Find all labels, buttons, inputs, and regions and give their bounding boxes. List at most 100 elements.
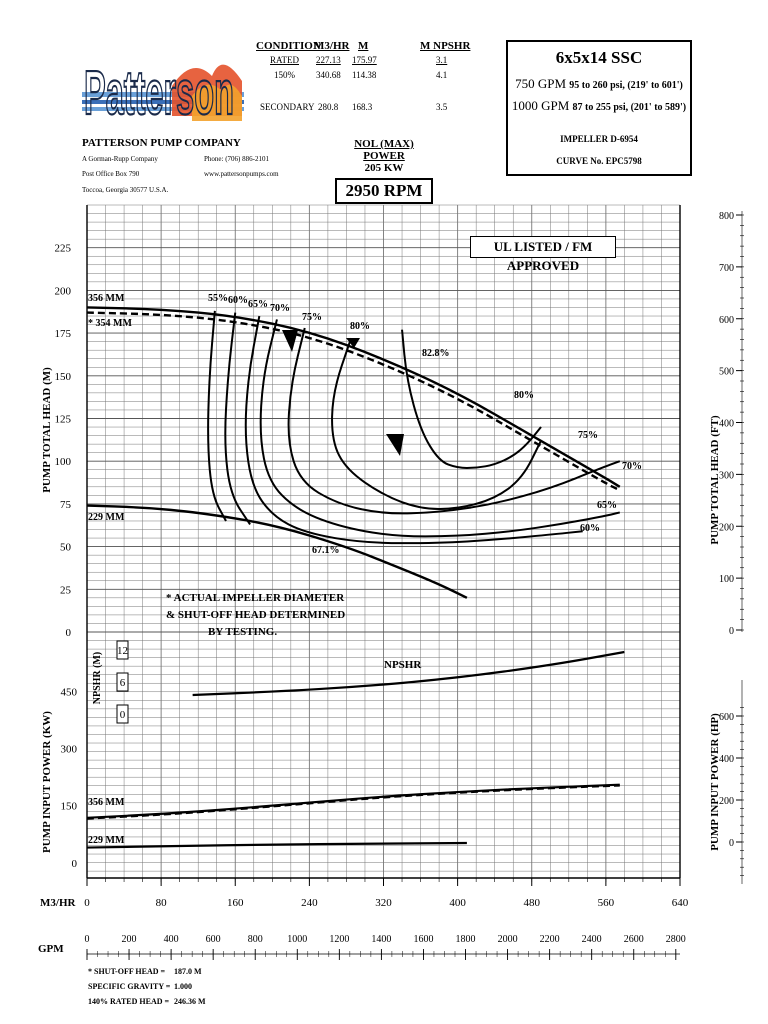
x-tick-label: 80 xyxy=(156,897,168,909)
efficiency-label: 55% xyxy=(208,293,228,304)
efficiency-label: 80% xyxy=(350,321,370,332)
x-tick-label: 480 xyxy=(524,897,541,909)
table-cell: 150% xyxy=(274,70,295,80)
gpm-tick-label: 200 xyxy=(122,934,137,945)
table-cell: 227.13 xyxy=(316,55,341,65)
x-axis-label: M3/HR xyxy=(40,897,76,909)
gpm-tick-label: 2000 xyxy=(498,934,518,945)
y-right-axis-label: PUMP TOTAL HEAD (FT) xyxy=(709,415,721,545)
npshr-tick-box xyxy=(116,640,129,660)
patterson-logo: Patterson xyxy=(82,36,244,132)
npshr-tick-label: 6 xyxy=(120,677,126,689)
y-right-tick-label: 800 xyxy=(719,211,734,222)
y-right-tick-label: 500 xyxy=(719,367,734,378)
gpm-tick-label: 600 xyxy=(206,934,221,945)
head-curve-label: * 354 MM xyxy=(88,318,132,329)
listing-badge: UL LISTED / FM APPROVED xyxy=(470,236,616,273)
gpm-tick-label: 2400 xyxy=(582,934,602,945)
company-line-2: Post Office Box 790 xyxy=(82,170,140,178)
company-line-1: A Gorman-Rupp Company xyxy=(82,155,158,163)
gpm-tick-label: 2200 xyxy=(540,934,560,945)
npshr-curve-label: NPSHR xyxy=(384,659,422,671)
head-curve xyxy=(86,504,468,599)
table-cell: 175.97 xyxy=(352,55,377,65)
table-cell: 114.38 xyxy=(352,70,377,80)
curve-number: CURVE No. EPC5798 xyxy=(556,156,642,166)
col-header-head: M xyxy=(358,40,369,52)
y-tick-label: 200 xyxy=(55,285,72,297)
col-header-condition: CONDITION xyxy=(256,40,321,52)
gpm-tick-label: 2800 xyxy=(666,934,686,945)
y-tick-label: 125 xyxy=(55,414,72,426)
table-cell: 168.3 xyxy=(352,102,373,112)
power-curve xyxy=(86,841,467,849)
col-header-npshr: M NPSHR xyxy=(420,40,471,52)
table-cell: 3.1 xyxy=(436,55,448,65)
gpm-tick-label: 1400 xyxy=(371,934,391,945)
npshr-tick-box xyxy=(116,672,129,692)
gpm-tick-label: 1000 xyxy=(287,934,307,945)
footer-row: 140% RATED HEAD = 246.36 M xyxy=(88,997,206,1006)
gpm-tick-label: 0 xyxy=(85,934,90,945)
y-tick-label: 0 xyxy=(66,627,72,639)
efficiency-label: 70% xyxy=(270,303,290,314)
footer-label: * SHUT-OFF HEAD = xyxy=(88,967,166,976)
head-curve xyxy=(86,306,621,488)
y-right-tick-label: 0 xyxy=(729,626,734,637)
y-tick-label: 25 xyxy=(60,584,72,596)
table-cell: RATED xyxy=(270,55,299,65)
y-tick-label: 50 xyxy=(60,542,72,554)
efficiency-label: 67.1% xyxy=(312,545,340,556)
x-tick-label: 400 xyxy=(449,897,466,909)
power-axis-label: PUMP INPUT POWER (KW) xyxy=(41,711,53,853)
rating-row-2: 1000 GPM 87 to 255 psi, (201' to 589') xyxy=(508,98,690,114)
power-right-axis-label: PUMP INPUT POWER (HP) xyxy=(709,713,721,851)
bep-marker xyxy=(346,338,360,348)
impeller-number: IMPELLER D-6954 xyxy=(560,134,638,144)
y-right-tick-label: 400 xyxy=(719,754,734,765)
testing-note-line-2: & SHUT-OFF HEAD DETERMINED xyxy=(166,609,346,621)
model-info-box: 6x5x14 SSC 750 GPM 95 to 260 psi, (219' … xyxy=(506,40,692,176)
y-right-tick-label: 200 xyxy=(719,796,734,807)
testing-note-line-3: BY TESTING. xyxy=(208,626,278,638)
efficiency-contour xyxy=(331,337,542,511)
efficiency-contour xyxy=(224,312,251,525)
y-right-tick-label: 300 xyxy=(719,470,734,481)
x-tick-label: 560 xyxy=(598,897,615,909)
y-tick-label: 75 xyxy=(60,499,72,511)
efficiency-label: 75% xyxy=(578,430,598,441)
x-tick-label: 0 xyxy=(84,897,90,909)
head-curve-label: 229 MM xyxy=(88,512,125,523)
efficiency-label: 65% xyxy=(597,500,617,511)
y-tick-label: 450 xyxy=(61,686,78,698)
table-cell: 280.8 xyxy=(318,102,339,112)
y-right-tick-label: 400 xyxy=(719,419,734,430)
secondary-point-marker xyxy=(386,434,404,456)
rating-1-range: 95 to 260 psi, (219' to 601') xyxy=(569,80,683,91)
power-curve-label: 356 MM xyxy=(88,797,125,808)
power-curve-label: 229 MM xyxy=(88,835,125,846)
efficiency-label: 60% xyxy=(580,523,600,534)
gpm-tick-label: 1600 xyxy=(413,934,433,945)
footer-value: 246.36 M xyxy=(174,997,206,1006)
y-right-tick-label: 200 xyxy=(719,522,734,533)
npshr-tick-box xyxy=(116,704,129,724)
head-curve-label: 356 MM xyxy=(88,293,125,304)
y-tick-label: 300 xyxy=(61,744,78,756)
nol-label: NOL (MAX) POWER xyxy=(354,138,414,162)
rating-row-1: 750 GPM 95 to 260 psi, (219' to 601') xyxy=(508,76,690,92)
efficiency-label: 80% xyxy=(514,390,534,401)
company-phone: Phone: (706) 886-2101 xyxy=(204,155,269,163)
company-website: www.pattersonpumps.com xyxy=(204,170,279,178)
efficiency-contour xyxy=(287,327,621,515)
efficiency-contour xyxy=(244,315,583,545)
gpm-axis-label: GPM xyxy=(38,943,64,955)
efficiency-contour xyxy=(401,329,542,470)
table-cell: 4.1 xyxy=(436,70,448,80)
table-cell: 3.5 xyxy=(436,102,448,112)
rating-2-flow: 1000 GPM xyxy=(511,98,570,113)
npshr-axis-label: NPSHR (M) xyxy=(92,652,103,705)
efficiency-label: 75% xyxy=(302,312,322,323)
y-tick-label: 225 xyxy=(55,243,72,255)
